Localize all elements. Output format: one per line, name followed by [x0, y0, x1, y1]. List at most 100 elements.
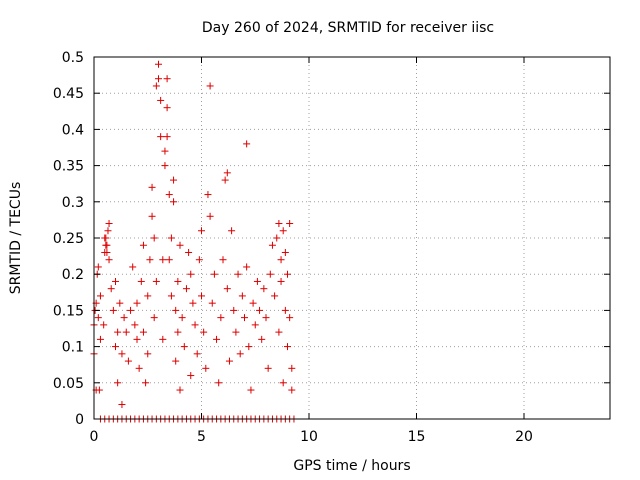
data-point [279, 227, 287, 235]
data-point [152, 82, 160, 90]
data-point [124, 357, 132, 365]
data-point [170, 176, 178, 184]
data-point [223, 285, 231, 293]
data-point [275, 328, 283, 336]
data-point [109, 306, 117, 314]
data-point [258, 335, 266, 343]
data-point [182, 285, 190, 293]
data-point [247, 386, 255, 394]
data-point [286, 220, 294, 228]
data-point [150, 314, 158, 322]
x-tick-label: 10 [300, 429, 318, 445]
data-point [114, 379, 122, 387]
y-tick-label: 0.3 [62, 195, 84, 211]
data-point [208, 299, 216, 307]
data-point [223, 169, 231, 177]
data-point [241, 314, 248, 322]
data-point [206, 212, 214, 220]
data-point [95, 386, 103, 394]
data-point [163, 133, 171, 141]
data-point [139, 328, 147, 336]
data-point [101, 234, 109, 242]
data-point [204, 191, 212, 199]
data-point [146, 256, 154, 264]
data-point [236, 350, 244, 358]
data-point [230, 306, 238, 314]
data-point [107, 285, 115, 293]
data-point [155, 75, 162, 83]
data-point [96, 335, 104, 343]
y-tick-label: 0.15 [53, 303, 84, 319]
data-point [264, 364, 272, 372]
data-point [284, 343, 291, 351]
data-point [219, 256, 227, 264]
data-point [243, 140, 251, 148]
data-point [210, 270, 218, 278]
data-point [198, 292, 205, 300]
data-point [200, 328, 208, 336]
data-point [187, 372, 195, 380]
data-point [155, 60, 162, 68]
data-point [288, 364, 296, 372]
data-point [275, 220, 283, 228]
y-tick-label: 0 [75, 412, 84, 428]
y-tick-label: 0.45 [53, 86, 84, 102]
data-points [90, 60, 298, 423]
data-point [185, 248, 193, 256]
data-point [152, 277, 160, 285]
data-point [253, 277, 261, 285]
data-point [281, 306, 289, 314]
y-tick-label: 0.35 [53, 159, 84, 175]
data-point [217, 314, 225, 322]
x-tick-label: 5 [197, 429, 206, 445]
data-point [221, 176, 229, 184]
data-point [213, 335, 221, 343]
data-point [268, 241, 276, 249]
data-point [195, 256, 203, 264]
x-axis-label: GPS time / hours [293, 458, 410, 474]
data-point [144, 292, 152, 300]
data-point [225, 357, 233, 365]
data-point [256, 306, 264, 314]
data-point [96, 292, 104, 300]
data-point [202, 364, 210, 372]
data-point [163, 104, 171, 112]
y-tick-label: 0.5 [62, 50, 84, 66]
data-point [167, 234, 175, 242]
data-point [163, 75, 171, 83]
data-point [178, 314, 186, 322]
data-point [262, 314, 270, 322]
data-point [144, 350, 152, 358]
data-point [157, 133, 165, 141]
data-point [135, 364, 143, 372]
data-point [206, 82, 214, 90]
data-point [148, 183, 156, 191]
data-point [94, 263, 102, 271]
data-point [157, 96, 165, 104]
data-point [142, 379, 150, 387]
data-point [215, 379, 223, 387]
x-tick-label: 0 [90, 429, 99, 445]
data-point [234, 270, 242, 278]
data-point [150, 234, 158, 242]
data-point [189, 299, 197, 307]
y-tick-label: 0.1 [62, 340, 84, 356]
data-point [129, 263, 137, 271]
data-point [172, 357, 180, 365]
data-point [112, 277, 119, 285]
data-point [103, 248, 111, 256]
x-tick-label: 20 [515, 429, 533, 445]
data-point [165, 256, 173, 264]
data-point [112, 343, 119, 351]
data-point [198, 227, 205, 235]
data-point [133, 335, 141, 343]
data-point [284, 270, 291, 278]
y-tick-label: 0.25 [53, 231, 84, 247]
data-point [271, 292, 279, 300]
data-point [243, 263, 251, 271]
data-point [249, 299, 257, 307]
data-point [118, 350, 126, 358]
data-point [180, 343, 188, 351]
data-point [105, 256, 113, 264]
data-point [187, 270, 195, 278]
